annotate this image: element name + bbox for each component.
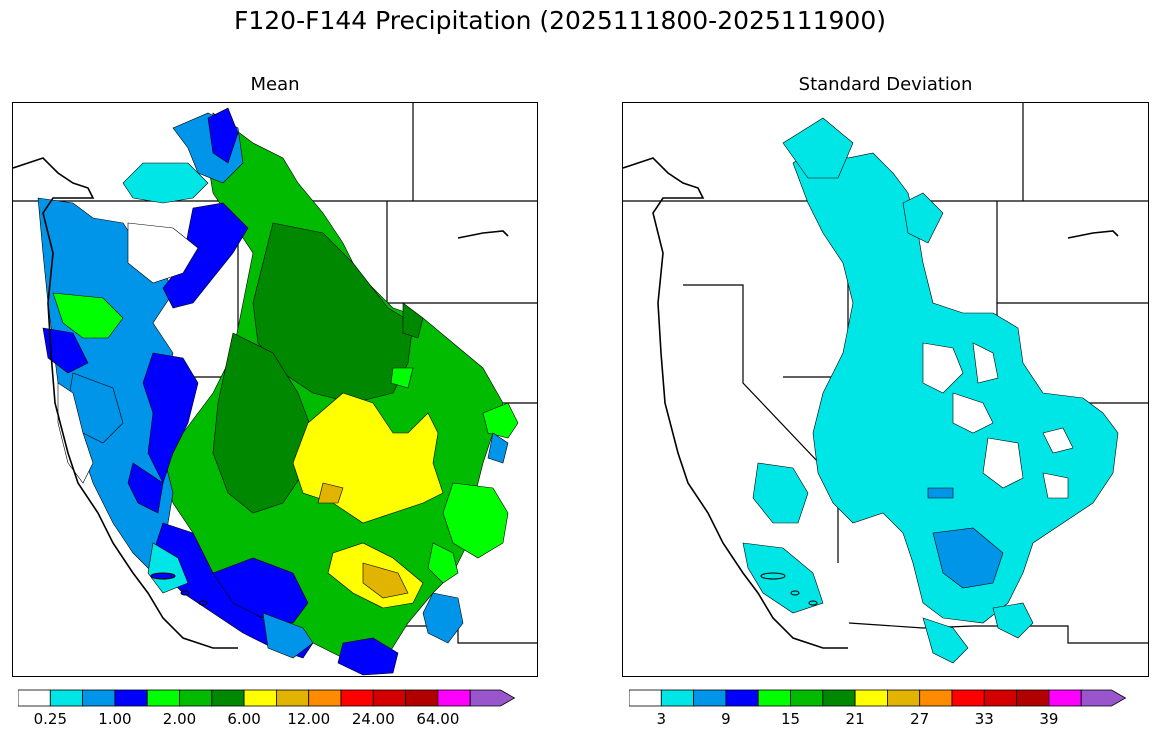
mean-tick-label: 24.00 xyxy=(351,710,395,728)
colorbar-segment xyxy=(1048,689,1082,707)
mean-precipitation-map xyxy=(12,102,538,677)
mean-tick-label: 64.00 xyxy=(416,710,460,728)
standard-deviation-map xyxy=(622,102,1149,677)
colorbar-segment xyxy=(693,689,727,707)
sd-tick-label: 33 xyxy=(974,710,994,728)
islands xyxy=(760,572,818,606)
colorbar-segment xyxy=(372,689,406,707)
colorbar-segment xyxy=(629,689,662,707)
colorbar-segment xyxy=(275,689,310,707)
colorbar-segment xyxy=(18,689,51,707)
colorbar-segment xyxy=(179,689,213,707)
basin-fills xyxy=(742,117,1119,664)
mean-tick-label: 0.25 xyxy=(33,710,67,728)
colorbar-segment xyxy=(114,689,148,707)
basin-fills xyxy=(37,107,519,676)
sd-tick-label: 3 xyxy=(656,710,667,728)
colorbar-segment xyxy=(437,689,471,707)
mean-tick-label: 2.00 xyxy=(162,710,197,728)
colorbar-segment xyxy=(469,689,516,707)
sd-tick-label: 21 xyxy=(845,710,865,728)
colorbar-segment xyxy=(49,689,83,707)
colorbar-segment xyxy=(1080,689,1127,707)
colorbar-segment xyxy=(82,689,116,707)
colorbar-segment xyxy=(951,689,985,707)
colorbar-segment xyxy=(919,689,953,707)
colorbar-segment xyxy=(757,689,791,707)
colorbar-segment xyxy=(983,689,1017,707)
colorbar-segment xyxy=(405,689,439,707)
mean-panel-title: Mean xyxy=(250,74,300,95)
mean-tick-label: 1.00 xyxy=(98,710,132,728)
sd-tick-label: 39 xyxy=(1039,710,1059,728)
colorbar-segment xyxy=(660,689,694,707)
colorbar-segment xyxy=(854,689,888,707)
sd-tick-label: 9 xyxy=(721,710,731,728)
colorbar-segment xyxy=(822,689,856,707)
sd-tick-label: 27 xyxy=(910,710,930,728)
mean-tick-label: 12.00 xyxy=(287,710,331,728)
sd-tick-label: 15 xyxy=(780,710,801,728)
sd-panel-title: Standard Deviation xyxy=(798,74,973,95)
islands xyxy=(150,572,208,606)
colorbar-segment xyxy=(211,689,245,707)
figure-title: F120-F144 Precipitation (2025111800-2025… xyxy=(233,6,886,35)
coastline xyxy=(623,157,1119,649)
colorbar-segment xyxy=(886,689,921,707)
mean-tick-label: 6.00 xyxy=(227,710,261,728)
mean-colorbar xyxy=(18,688,533,708)
colorbar-segment xyxy=(790,689,824,707)
colorbar-segment xyxy=(308,689,342,707)
coastline xyxy=(13,157,509,649)
colorbar-segment xyxy=(243,689,277,707)
colorbar-segment xyxy=(146,689,180,707)
sd-colorbar xyxy=(629,688,1144,708)
colorbar-segment xyxy=(1016,689,1050,707)
colorbar-segment xyxy=(340,689,374,707)
colorbar-segment xyxy=(725,689,759,707)
